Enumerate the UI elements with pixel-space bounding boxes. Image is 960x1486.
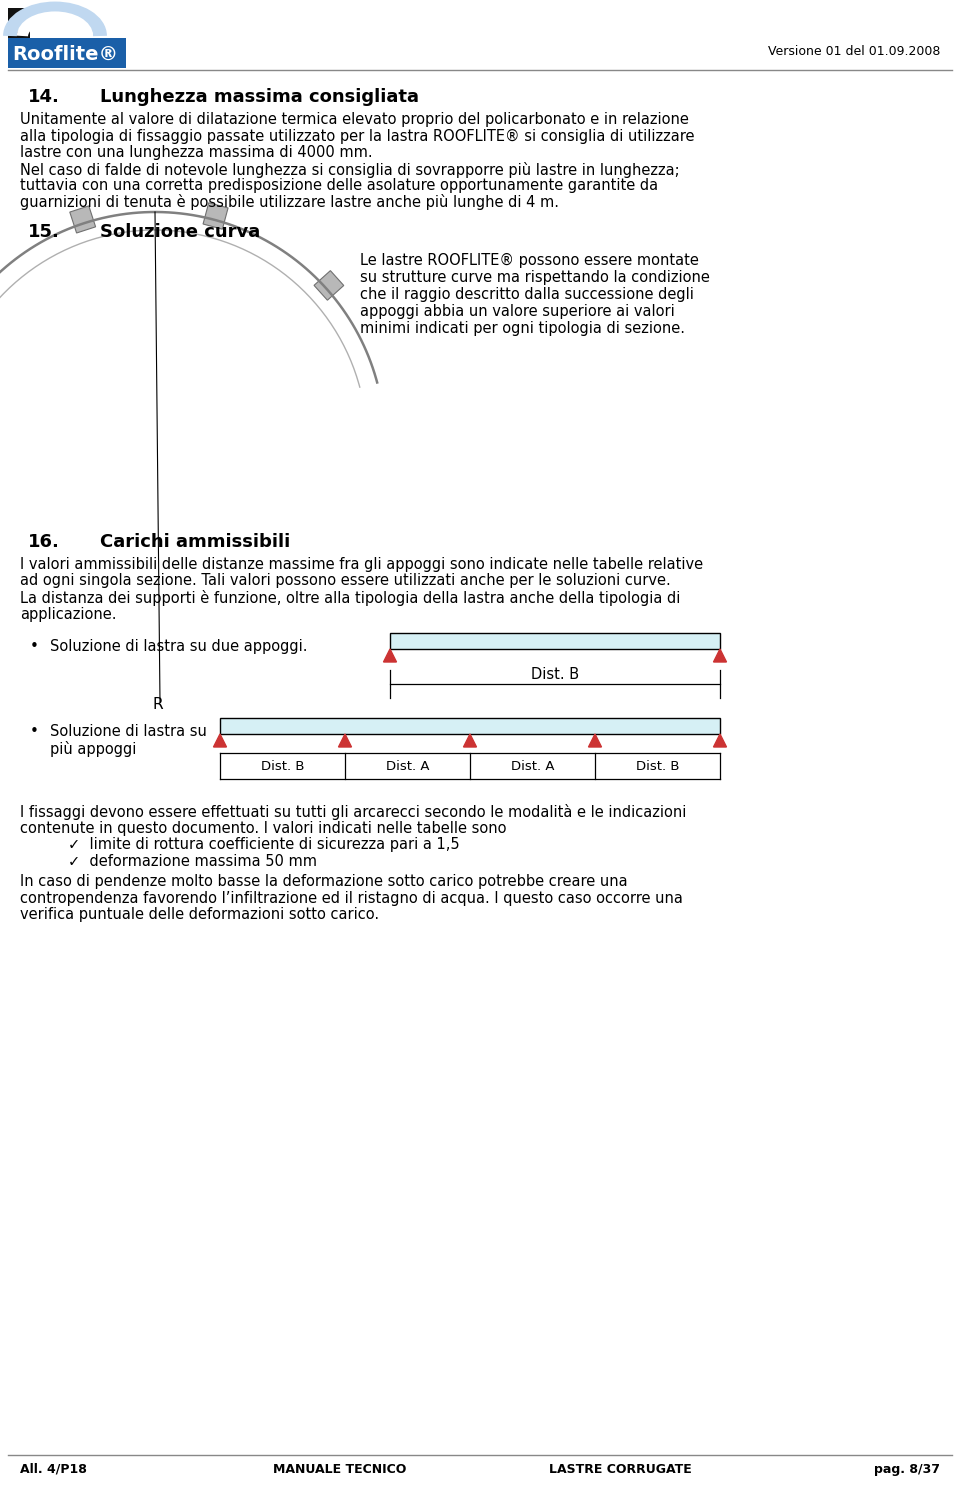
Text: Carichi ammissibili: Carichi ammissibili xyxy=(100,533,290,551)
Polygon shape xyxy=(314,270,344,300)
Text: MANUALE TECNICO: MANUALE TECNICO xyxy=(274,1464,407,1476)
Text: Versione 01 del 01.09.2008: Versione 01 del 01.09.2008 xyxy=(768,45,940,58)
Text: minimi indicati per ogni tipologia di sezione.: minimi indicati per ogni tipologia di se… xyxy=(360,321,685,336)
Text: ✓  limite di rottura coefficiente di sicurezza pari a 1,5: ✓ limite di rottura coefficiente di sicu… xyxy=(68,837,460,851)
Text: Lunghezza massima consigliata: Lunghezza massima consigliata xyxy=(100,88,419,106)
Text: Dist. B: Dist. B xyxy=(261,759,304,773)
Bar xyxy=(220,718,720,734)
Text: su strutture curve ma rispettando la condizione: su strutture curve ma rispettando la con… xyxy=(360,270,709,285)
Polygon shape xyxy=(213,734,227,747)
Text: ✓  deformazione massima 50 mm: ✓ deformazione massima 50 mm xyxy=(68,853,317,868)
Text: che il raggio descritto dalla successione degli: che il raggio descritto dalla succession… xyxy=(360,287,694,302)
Text: Dist. B: Dist. B xyxy=(531,667,579,682)
Text: lastre con una lunghezza massima di 4000 mm.: lastre con una lunghezza massima di 4000… xyxy=(20,146,372,160)
Text: pag. 8/37: pag. 8/37 xyxy=(874,1464,940,1476)
Text: appoggi abbia un valore superiore ai valori: appoggi abbia un valore superiore ai val… xyxy=(360,305,675,319)
Text: guarnizioni di tenuta è possibile utilizzare lastre anche più lunghe di 4 m.: guarnizioni di tenuta è possibile utiliz… xyxy=(20,195,559,211)
Text: Rooflite®: Rooflite® xyxy=(12,45,118,64)
Text: All. 4/P18: All. 4/P18 xyxy=(20,1464,86,1476)
Text: I valori ammissibili delle distanze massime fra gli appoggi sono indicate nelle : I valori ammissibili delle distanze mass… xyxy=(20,557,703,572)
Bar xyxy=(8,39,126,68)
Text: Dist. B: Dist. B xyxy=(636,759,680,773)
Text: Soluzione di lastra su: Soluzione di lastra su xyxy=(50,724,206,739)
Polygon shape xyxy=(588,734,602,747)
Text: 14.: 14. xyxy=(28,88,60,106)
Text: Le lastre ROOFLITE® possono essere montate: Le lastre ROOFLITE® possono essere monta… xyxy=(360,253,699,267)
Bar xyxy=(390,633,720,649)
Polygon shape xyxy=(339,734,351,747)
Text: applicazione.: applicazione. xyxy=(20,606,116,621)
Text: tuttavia con una corretta predisposizione delle asolature opportunamente garanti: tuttavia con una corretta predisposizion… xyxy=(20,178,659,193)
Text: Soluzione di lastra su due appoggi.: Soluzione di lastra su due appoggi. xyxy=(50,639,307,654)
Text: Soluzione curva: Soluzione curva xyxy=(100,223,260,241)
Text: In caso di pendenze molto basse la deformazione sotto carico potrebbe creare una: In caso di pendenze molto basse la defor… xyxy=(20,874,628,889)
Polygon shape xyxy=(713,734,727,747)
Polygon shape xyxy=(713,649,727,661)
Text: più appoggi: più appoggi xyxy=(50,742,136,756)
Text: verifica puntuale delle deformazioni sotto carico.: verifica puntuale delle deformazioni sot… xyxy=(20,906,379,921)
Text: La distanza dei supporti è funzione, oltre alla tipologia della lastra anche del: La distanza dei supporti è funzione, olt… xyxy=(20,590,681,606)
Bar xyxy=(8,7,30,39)
Text: R: R xyxy=(153,697,163,712)
Text: ad ogni singola sezione. Tali valori possono essere utilizzati anche per le solu: ad ogni singola sezione. Tali valori pos… xyxy=(20,574,671,588)
Polygon shape xyxy=(70,207,96,233)
Text: contropendenza favorendo l’infiltrazione ed il ristagno di acqua. I questo caso : contropendenza favorendo l’infiltrazione… xyxy=(20,890,683,905)
Text: Dist. A: Dist. A xyxy=(386,759,429,773)
Text: 15.: 15. xyxy=(28,223,60,241)
Text: I fissaggi devono essere effettuati su tutti gli arcarecci secondo le modalità e: I fissaggi devono essere effettuati su t… xyxy=(20,804,686,820)
Text: •: • xyxy=(30,639,38,654)
Polygon shape xyxy=(204,202,228,229)
Text: LASTRE CORRUGATE: LASTRE CORRUGATE xyxy=(548,1464,691,1476)
Text: contenute in questo documento. I valori indicati nelle tabelle sono: contenute in questo documento. I valori … xyxy=(20,820,507,835)
Text: Nel caso di falde di notevole lunghezza si consiglia di sovrapporre più lastre i: Nel caso di falde di notevole lunghezza … xyxy=(20,162,680,177)
Text: alla tipologia di fissaggio passate utilizzato per la lastra ROOFLITE® si consig: alla tipologia di fissaggio passate util… xyxy=(20,128,694,144)
Text: •: • xyxy=(30,724,38,739)
Polygon shape xyxy=(383,649,396,661)
Text: Unitamente al valore di dilatazione termica elevato proprio del policarbonato e : Unitamente al valore di dilatazione term… xyxy=(20,111,689,126)
Text: 16.: 16. xyxy=(28,533,60,551)
Polygon shape xyxy=(464,734,476,747)
Text: Dist. A: Dist. A xyxy=(511,759,554,773)
